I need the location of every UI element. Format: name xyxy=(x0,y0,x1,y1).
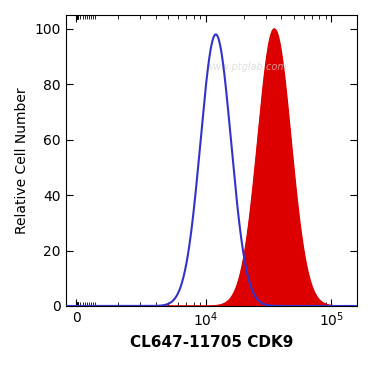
Y-axis label: Relative Cell Number: Relative Cell Number xyxy=(15,87,29,234)
Text: www.ptglab.com: www.ptglab.com xyxy=(205,62,287,72)
X-axis label: CL647-11705 CDK9: CL647-11705 CDK9 xyxy=(130,335,293,350)
